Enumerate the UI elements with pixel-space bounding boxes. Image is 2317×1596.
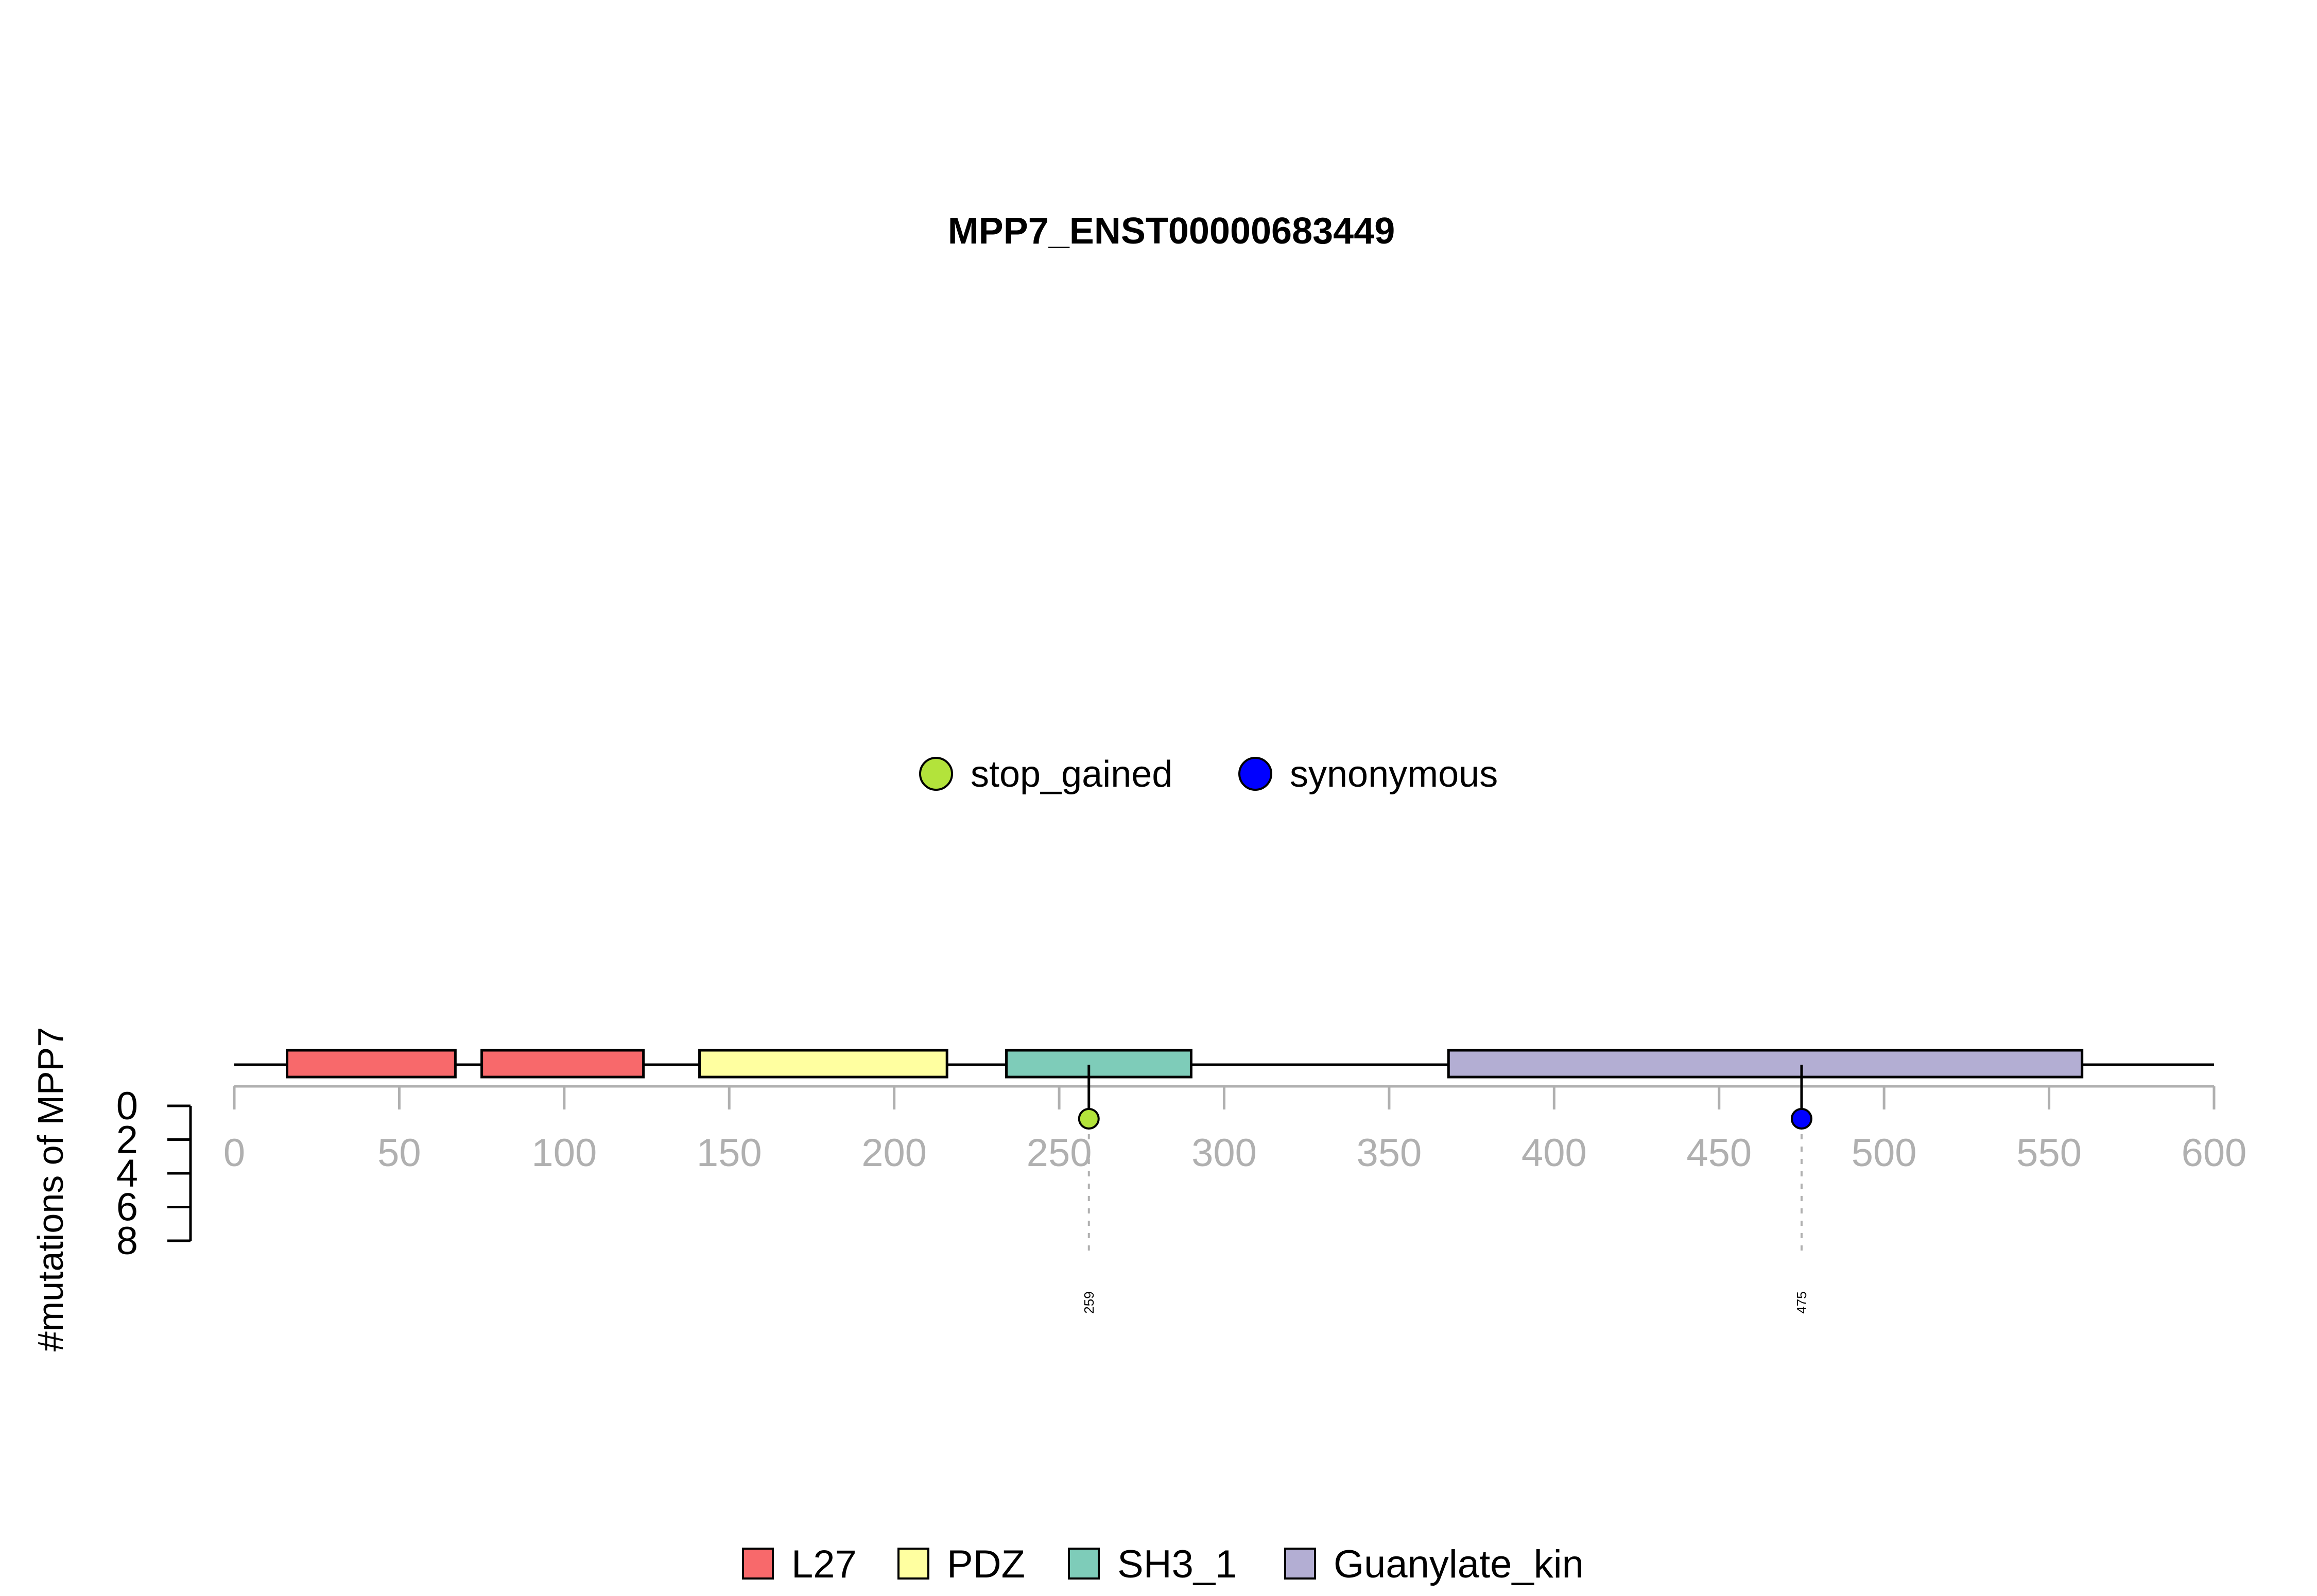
- legend-swatch-guanylate_kin: [1284, 1548, 1316, 1580]
- y-tick-label: 8: [116, 1219, 138, 1263]
- x-tick-label: 300: [1191, 1131, 1257, 1175]
- mutation-type-legend: stop_gained synonymous: [919, 754, 1498, 795]
- legend-label-sh3_1: SH3_1: [1117, 1542, 1237, 1586]
- mutation-point-stop_gained: [1078, 1108, 1100, 1130]
- y-tick-label: 6: [116, 1186, 138, 1229]
- y-axis-label: #mutations of MPP7: [30, 1027, 71, 1351]
- legend-label-guanylate_kin: Guanylate_kin: [1334, 1542, 1584, 1586]
- x-tick-label: 150: [697, 1131, 762, 1175]
- legend-label-synonymous: synonymous: [1290, 754, 1498, 795]
- x-axis: 0 50 100 150 200 250 300 350 400 450 500 550 600: [223, 1085, 2247, 1175]
- legend-marker-stop_gained: [919, 757, 953, 791]
- domain-l27: [480, 1049, 645, 1079]
- mutation-position-label: 259: [1081, 1291, 1097, 1313]
- x-tick-label: 400: [1521, 1131, 1587, 1175]
- domain-l27: [286, 1049, 457, 1079]
- domain-sh3_1: [1005, 1049, 1192, 1079]
- legend-marker-synonymous: [1238, 757, 1272, 791]
- protein-track: [234, 1049, 2214, 1079]
- domain-guanylate_kin: [1447, 1049, 2084, 1079]
- x-tick-label: 550: [2016, 1131, 2082, 1175]
- y-tick-label: 2: [116, 1118, 138, 1162]
- legend-swatch-sh3_1: [1068, 1548, 1100, 1580]
- x-tick-label: 250: [1027, 1131, 1092, 1175]
- y-tick-label: 4: [116, 1152, 138, 1195]
- legend-label-stop_gained: stop_gained: [971, 754, 1172, 795]
- mutation-position-label: 475: [1794, 1291, 1809, 1313]
- x-tick-label: 500: [1852, 1131, 1917, 1175]
- legend-swatch-l27: [742, 1548, 774, 1580]
- mutation-point-synonymous: [1790, 1108, 1812, 1130]
- x-tick-label: 200: [861, 1131, 927, 1175]
- x-tick-label: 450: [1686, 1131, 1752, 1175]
- x-tick-label: 350: [1357, 1131, 1422, 1175]
- mutation-lollipops: 259 475: [1078, 1065, 1812, 1314]
- domain-legend: L27 PDZ SH3_1 Guanylate_kin: [742, 1542, 1584, 1586]
- domain-pdz: [698, 1049, 948, 1079]
- y-tick-label: 0: [116, 1084, 138, 1128]
- x-tick-label: 50: [377, 1131, 421, 1175]
- legend-label-pdz: PDZ: [947, 1542, 1025, 1586]
- x-tick-label: 100: [531, 1131, 597, 1175]
- x-tick-label: 600: [2182, 1131, 2247, 1175]
- chart-title: MPP7_ENST00000683449: [948, 211, 1395, 252]
- x-tick-label: 0: [223, 1131, 245, 1175]
- legend-swatch-pdz: [897, 1548, 929, 1580]
- legend-label-l27: L27: [791, 1542, 857, 1586]
